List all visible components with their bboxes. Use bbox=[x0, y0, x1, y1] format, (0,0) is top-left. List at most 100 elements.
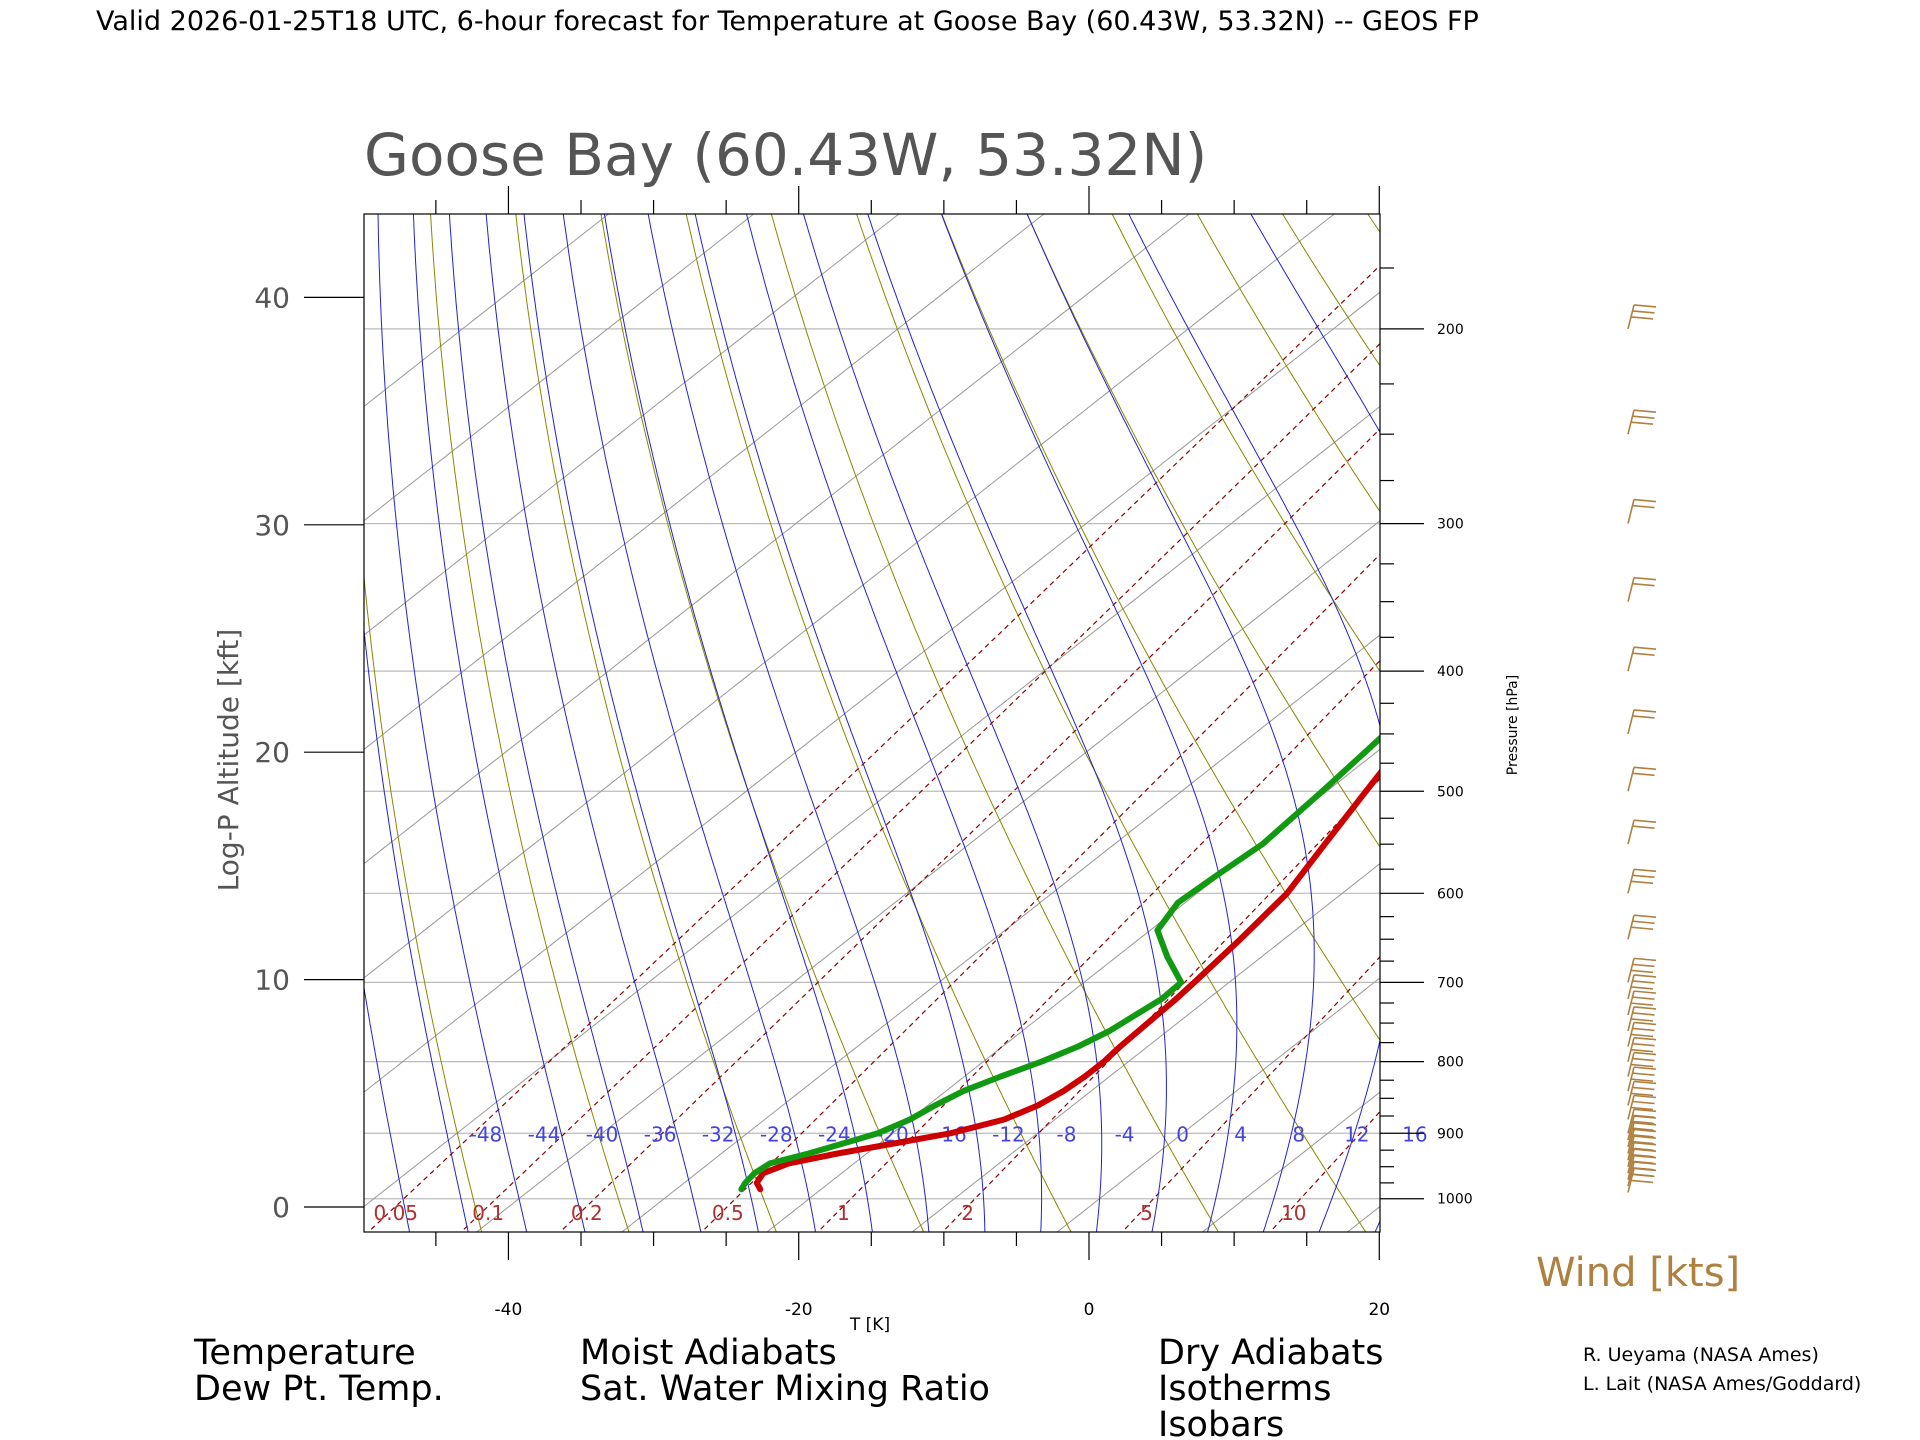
mixing-ratio-line bbox=[559, 428, 1380, 1232]
wind-barb-flag bbox=[1633, 498, 1657, 503]
station-title: Goose Bay (60.43W, 53.32N) bbox=[364, 121, 1207, 189]
isotherm-line bbox=[364, 214, 755, 522]
wind-barb-flag bbox=[1630, 1120, 1654, 1125]
isotherm-line bbox=[364, 214, 1336, 979]
moist-adiabat-label: 0 bbox=[1176, 1122, 1189, 1146]
wind-barb-flag bbox=[1632, 715, 1655, 719]
moist-adiabat-line bbox=[364, 625, 469, 1232]
wind-barb-flag bbox=[1633, 766, 1657, 771]
credit-line-1: R. Ueyama (NASA Ames) bbox=[1583, 1344, 1819, 1366]
wind-barb-flag bbox=[1632, 1072, 1655, 1076]
wind-barb bbox=[1627, 1051, 1657, 1077]
wind-barb bbox=[1627, 1080, 1657, 1106]
mixing-ratio-line bbox=[816, 659, 1380, 1232]
wind-barb-flag bbox=[1630, 1127, 1654, 1131]
wind-barb-flag bbox=[1630, 1166, 1654, 1171]
dry-adiabat-line bbox=[515, 214, 777, 1232]
wind-barb bbox=[1627, 1094, 1657, 1120]
isotherm-line bbox=[364, 214, 1190, 865]
wind-barb-flag bbox=[1630, 986, 1654, 990]
moist-adiabat-label: 4 bbox=[1234, 1122, 1247, 1146]
wind-barb-flag bbox=[1632, 1086, 1655, 1091]
profile-lines bbox=[738, 734, 1380, 1193]
y-tick-label: 30 bbox=[254, 509, 290, 542]
moist-adiabat-line bbox=[1418, 0, 1722, 1236]
moist-adiabat-line bbox=[485, 214, 702, 1232]
temperature-profile bbox=[753, 768, 1380, 1193]
wind-barb-staff bbox=[1627, 577, 1635, 602]
moist-adiabat-label: -4 bbox=[1115, 1122, 1135, 1146]
wind-barb-flag bbox=[1630, 316, 1654, 320]
pressure-tick-label: 500 bbox=[1437, 784, 1464, 800]
mixing-ratio-label: 0.2 bbox=[571, 1201, 603, 1225]
moist-adiabat-label: -28 bbox=[760, 1122, 793, 1146]
wind-barb-flag bbox=[1630, 1134, 1654, 1138]
moist-adiabat-line bbox=[229, 0, 293, 1236]
wind-barb bbox=[1627, 1006, 1657, 1032]
wind-barb-flag bbox=[1630, 926, 1654, 931]
mixing-ratio-line bbox=[1426, 0, 1920, 1236]
wind-barb-flag bbox=[1630, 880, 1654, 885]
moist-adiabat-label: -8 bbox=[1057, 1122, 1077, 1146]
dry-adiabat-line bbox=[255, 0, 335, 1236]
wind-barb-flag bbox=[1632, 772, 1655, 777]
moist-adiabat-line bbox=[562, 214, 817, 1232]
wind-barb-flag bbox=[1633, 957, 1657, 962]
pressure-tick-label: 600 bbox=[1437, 886, 1464, 902]
wind-barb-flag bbox=[1633, 304, 1657, 308]
wind-barb-flag bbox=[1633, 1066, 1657, 1070]
isotherm-line bbox=[1056, 977, 1380, 1232]
wind-barb bbox=[1627, 576, 1657, 602]
dry-adiabat-line bbox=[1282, 214, 1380, 367]
legend-moist-adiabats: Moist Adiabats bbox=[580, 1333, 837, 1373]
wind-barb bbox=[1627, 957, 1657, 983]
pressure-tick-label: 400 bbox=[1437, 664, 1464, 680]
plot-frame bbox=[363, 213, 1381, 1233]
moist-adiabat-line bbox=[1599, 0, 1920, 1236]
pressure-axis-label: Pressure [hPa] bbox=[1505, 675, 1521, 775]
legend: Temperature Dew Pt. Temp. Moist Adiabats… bbox=[193, 1333, 1384, 1440]
dry-adiabat-line bbox=[1665, 0, 1920, 1236]
wind-barb-flag bbox=[1632, 415, 1655, 419]
wind-label: Wind [kts] bbox=[1536, 1250, 1740, 1296]
wind-barb-flag bbox=[1632, 980, 1655, 984]
wind-barb-flag bbox=[1632, 1057, 1655, 1062]
wind-barb bbox=[1627, 498, 1657, 524]
moist-adiabat-line bbox=[523, 214, 759, 1232]
mixing-ratio-line bbox=[941, 777, 1380, 1232]
moist-adiabat-label: -32 bbox=[702, 1122, 735, 1146]
wind-barb-flag bbox=[1632, 1114, 1655, 1119]
wind-barb-flag bbox=[1633, 1108, 1657, 1113]
moist-adiabat-line bbox=[1128, 214, 1380, 1232]
credit-line-2: L. Lait (NASA Ames/Goddard) bbox=[1583, 1373, 1861, 1395]
moist-adiabat-line bbox=[412, 214, 586, 1232]
wind-barb-flag bbox=[1633, 1094, 1657, 1099]
wind-barb-flag bbox=[1630, 1018, 1654, 1022]
wind-barb-flag bbox=[1632, 920, 1655, 925]
dry-adiabat-line bbox=[430, 214, 630, 1232]
wind-barb-flag bbox=[1630, 1179, 1654, 1184]
wind-barb-staff bbox=[1627, 767, 1635, 792]
mixing-ratio-label: 0.05 bbox=[374, 1201, 419, 1225]
moist-adiabat-line bbox=[603, 214, 873, 1232]
x-tick-label: -20 bbox=[785, 1300, 813, 1320]
isotherm-line bbox=[1488, 0, 1920, 1236]
mixing-ratio-label: 0.5 bbox=[712, 1201, 744, 1225]
wind-barb bbox=[1627, 1108, 1657, 1134]
wind-barb-flag bbox=[1632, 504, 1655, 509]
wind-barb-flag bbox=[1630, 1033, 1654, 1038]
wind-barb-flag bbox=[1633, 1051, 1657, 1056]
moist-adiabat-label: 8 bbox=[1292, 1122, 1305, 1146]
wind-barb-staff bbox=[1627, 499, 1635, 524]
wind-barb-flag bbox=[1630, 1048, 1654, 1053]
wind-barb-flag bbox=[1630, 969, 1654, 974]
wind-barb-flag bbox=[1632, 874, 1655, 879]
dry-adiabat-line bbox=[856, 214, 1367, 1232]
wind-barb-flag bbox=[1630, 1106, 1654, 1111]
wind-barb-flag bbox=[1630, 1063, 1654, 1068]
legend-dry-adiabats: Dry Adiabats bbox=[1158, 1333, 1384, 1373]
wind-barb bbox=[1627, 646, 1657, 672]
moist-adiabat-line bbox=[647, 214, 930, 1232]
mixing-ratio-label: 2 bbox=[961, 1201, 974, 1225]
moist-adiabat-line bbox=[694, 214, 986, 1232]
